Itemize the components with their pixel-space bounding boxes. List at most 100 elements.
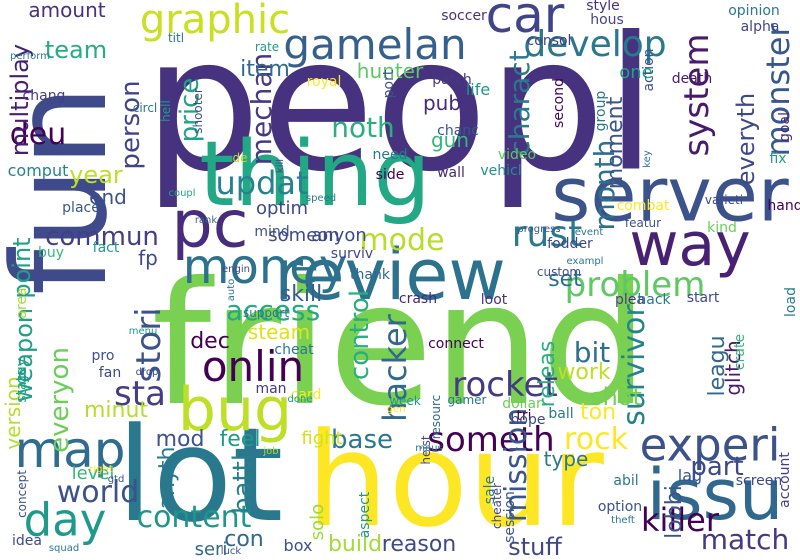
word-someon: someon <box>268 225 340 246</box>
word-cheat: cheat <box>274 342 314 358</box>
word-level: level <box>71 463 115 484</box>
word-aspect: aspect <box>357 491 373 539</box>
word-done: done <box>287 394 313 405</box>
word-ton: ton <box>579 400 617 425</box>
word-pc: pc <box>171 187 249 263</box>
word-kill: kill <box>275 158 286 174</box>
word-circl: circl <box>132 101 158 115</box>
word-buy: buy <box>37 245 65 261</box>
word-match: match <box>700 523 790 556</box>
word-lobbi: lobbi <box>662 485 687 539</box>
word-skill: skill <box>279 282 323 307</box>
word-idea: idea <box>12 533 42 549</box>
word-fan: fan <box>98 365 122 381</box>
word-right: right <box>89 464 113 475</box>
word-menu: menu <box>128 326 158 337</box>
word-bit: bit <box>573 336 611 369</box>
word-luck: luck <box>220 546 242 557</box>
word-map: map <box>14 421 126 479</box>
word-auto: auto <box>226 278 237 302</box>
word-bug: bug <box>177 375 293 445</box>
word-rocket: rocket <box>452 365 558 405</box>
word-reason: reason <box>381 532 457 557</box>
word-gamelan: gamelan <box>283 20 467 69</box>
word-crate: crate <box>732 333 748 371</box>
word-place: place <box>62 200 100 216</box>
word-hour: hour <box>306 404 604 556</box>
word-area: area <box>14 287 30 319</box>
word-end: end <box>89 185 127 209</box>
word-rock: rock <box>564 422 628 457</box>
word-mous: mous <box>415 443 443 454</box>
word-issu: issu <box>646 454 784 536</box>
word-comput: comput <box>7 161 69 180</box>
word-gtd: gtd <box>107 474 125 485</box>
word-hous: hous <box>590 12 624 28</box>
word-car: car <box>485 0 565 44</box>
word-loot: loot <box>480 292 508 308</box>
word-week: week <box>389 394 421 408</box>
word-rust: rust <box>511 214 583 255</box>
word-life: life <box>465 80 491 99</box>
word-problem: problem <box>564 265 706 305</box>
word-goal: goal <box>777 112 793 142</box>
word-everyth: everyth <box>732 92 760 186</box>
word-sta: sta <box>114 374 166 414</box>
word-concept: concept <box>15 470 29 518</box>
word-vehicl: vehicl <box>480 163 522 179</box>
word-friend: friend <box>151 246 649 444</box>
word-support: support <box>242 306 290 320</box>
word-noth: noth <box>331 111 395 144</box>
word-work: work <box>557 360 611 385</box>
word-minut: minut <box>83 398 149 423</box>
word-seri: seri <box>194 539 228 560</box>
word-crash: crash <box>398 291 438 307</box>
word-set: set <box>548 267 582 292</box>
word-custom: custom <box>536 265 582 279</box>
word-squad: squad <box>48 543 80 554</box>
word-commun: commun <box>45 222 159 252</box>
word-featur: featur <box>624 216 662 230</box>
word-dec: dec <box>190 329 230 354</box>
word-load: load <box>783 287 799 317</box>
word-action: action <box>641 48 657 92</box>
word-kind: kind <box>707 220 737 236</box>
word-gen: gen <box>386 404 406 415</box>
word-speed: speed <box>305 193 337 204</box>
word-base: base <box>331 425 393 455</box>
word-anyth: anyth <box>155 446 180 510</box>
word-stuff: stuff <box>508 533 562 560</box>
word-lot: lot <box>116 399 284 551</box>
word-exampl: exampl <box>566 256 604 267</box>
word-side: side <box>375 167 405 183</box>
word-peopl: peopl <box>143 0 657 213</box>
word-need: need <box>372 147 408 163</box>
word-part: part <box>690 452 744 482</box>
word-amount: amount <box>28 0 106 22</box>
word-fact: fact <box>92 240 120 256</box>
word-mod: mod <box>155 427 205 452</box>
word-de: de <box>232 151 248 165</box>
word-day: day <box>23 493 107 547</box>
word-engin: engin <box>222 264 250 275</box>
word-feel: feel <box>219 427 261 452</box>
word-surviv: surviv <box>330 246 374 262</box>
word-killer: killer <box>640 501 720 539</box>
word-lag: lag <box>677 466 703 485</box>
word-world: world <box>56 475 140 510</box>
word-soccer: soccer <box>441 8 487 24</box>
word-person: person <box>116 80 146 170</box>
word-money: money <box>182 239 348 295</box>
word-chanc: chanc <box>437 123 479 139</box>
word-tri: tri <box>516 408 532 424</box>
word-hunter: hunter <box>356 59 424 83</box>
word-onlin: onlin <box>201 342 305 391</box>
word-ball: ball <box>548 406 574 422</box>
word-theft: theft <box>611 515 635 526</box>
word-guy: guy <box>14 357 30 385</box>
word-event: event <box>574 227 604 238</box>
word-mind: mind <box>254 224 290 240</box>
word-fix: fix <box>769 151 787 167</box>
word-way: way <box>629 210 751 280</box>
